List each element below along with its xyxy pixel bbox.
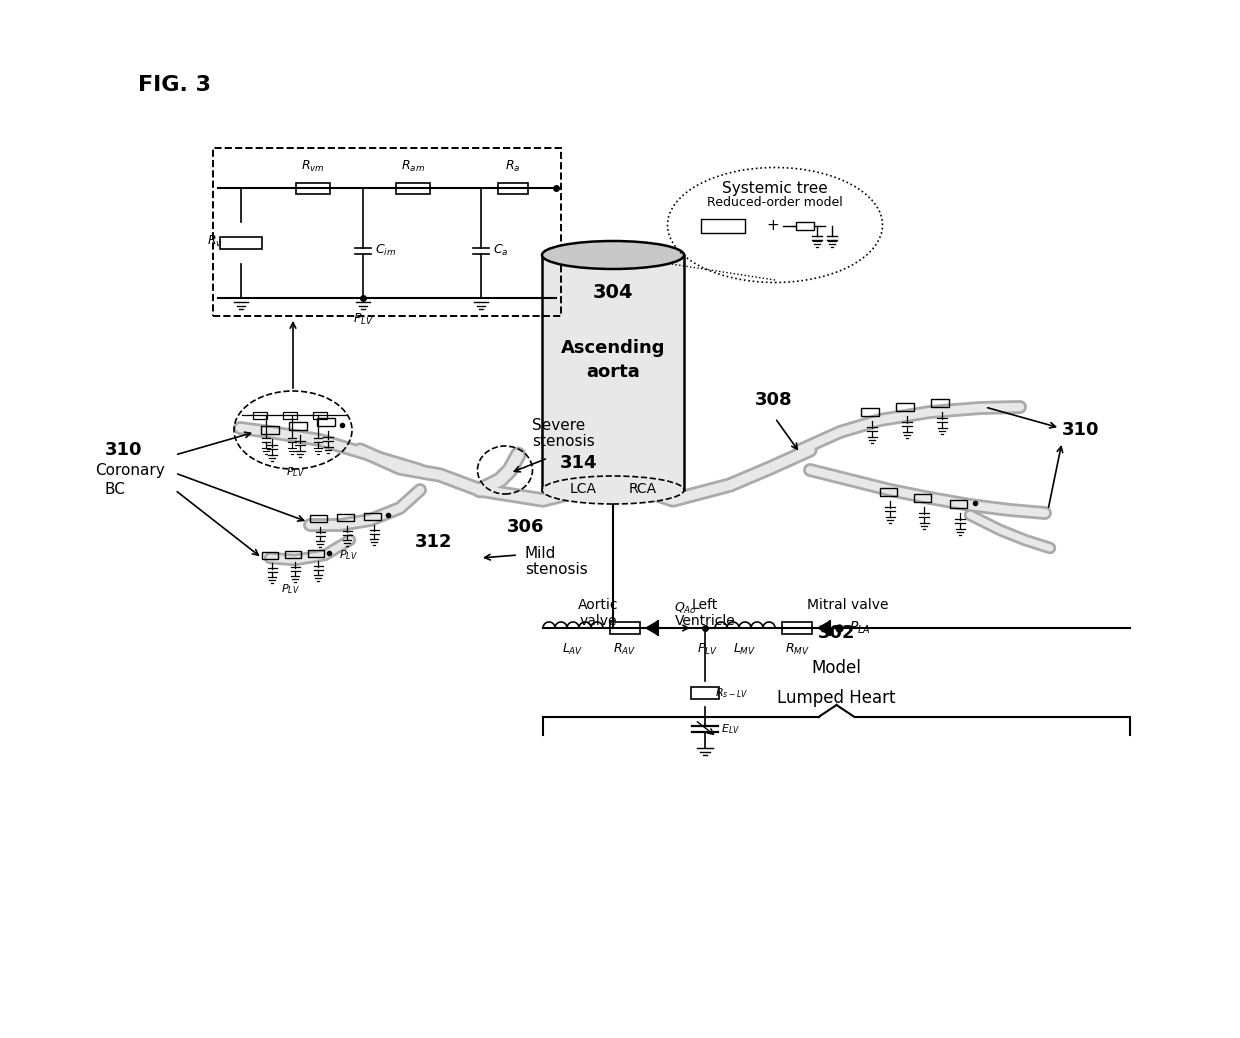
Text: 306: 306 bbox=[507, 518, 544, 536]
Text: Mild: Mild bbox=[525, 546, 557, 561]
Text: Mitral valve: Mitral valve bbox=[807, 598, 889, 612]
Bar bbox=[782, 622, 812, 634]
Ellipse shape bbox=[542, 476, 684, 504]
Bar bbox=[879, 488, 897, 496]
Text: Coronary: Coronary bbox=[95, 463, 165, 477]
Text: 302: 302 bbox=[817, 624, 856, 641]
Bar bbox=[317, 418, 335, 426]
Bar bbox=[691, 687, 719, 699]
Bar bbox=[312, 411, 327, 418]
Bar bbox=[542, 255, 684, 490]
Text: 304: 304 bbox=[593, 283, 634, 302]
Bar bbox=[950, 500, 966, 508]
Text: $L_{AV}$: $L_{AV}$ bbox=[562, 641, 584, 657]
Text: LCA: LCA bbox=[569, 482, 596, 496]
Text: $P_{LV}$: $P_{LV}$ bbox=[285, 465, 304, 479]
Text: 312: 312 bbox=[415, 532, 453, 551]
Bar bbox=[260, 426, 279, 434]
Bar bbox=[796, 222, 813, 230]
Text: $R_{am}$: $R_{am}$ bbox=[401, 159, 425, 174]
Bar bbox=[363, 513, 381, 519]
Text: Aortic
valve: Aortic valve bbox=[578, 598, 619, 628]
Text: $P_{LA}$: $P_{LA}$ bbox=[849, 620, 870, 636]
Bar bbox=[931, 399, 949, 407]
Text: BC: BC bbox=[105, 483, 126, 497]
Bar bbox=[219, 237, 262, 249]
Bar bbox=[498, 183, 528, 193]
Text: Model: Model bbox=[811, 659, 862, 677]
Text: $R_a$: $R_a$ bbox=[505, 159, 521, 174]
Bar bbox=[285, 550, 301, 557]
Text: 314: 314 bbox=[560, 454, 598, 472]
Bar bbox=[308, 549, 324, 556]
Text: $R_{AV}$: $R_{AV}$ bbox=[614, 641, 636, 657]
Text: 310: 310 bbox=[1061, 421, 1100, 439]
Bar bbox=[310, 515, 326, 521]
Bar bbox=[701, 219, 745, 233]
Text: $P_{LV}$: $P_{LV}$ bbox=[697, 641, 718, 657]
Text: $R_{s-LV}$: $R_{s-LV}$ bbox=[715, 686, 749, 700]
Text: $L_{MV}$: $L_{MV}$ bbox=[734, 641, 756, 657]
Text: $P_{LV}$: $P_{LV}$ bbox=[339, 548, 357, 562]
Text: FIG. 3: FIG. 3 bbox=[138, 75, 211, 95]
Text: Systemic tree: Systemic tree bbox=[722, 181, 828, 195]
Bar bbox=[253, 411, 267, 418]
Bar bbox=[296, 183, 330, 193]
Bar bbox=[283, 411, 298, 418]
Text: $P_{LV}$: $P_{LV}$ bbox=[352, 312, 373, 327]
Ellipse shape bbox=[542, 241, 684, 269]
Text: stenosis: stenosis bbox=[532, 435, 595, 449]
Bar bbox=[262, 551, 278, 558]
Text: $R_{MV}$: $R_{MV}$ bbox=[785, 641, 810, 657]
Bar bbox=[213, 148, 560, 316]
Bar bbox=[336, 514, 353, 520]
Text: Lumped Heart: Lumped Heart bbox=[777, 689, 895, 707]
Text: $C_{im}$: $C_{im}$ bbox=[374, 243, 396, 257]
Text: +: + bbox=[766, 219, 780, 234]
Bar bbox=[861, 408, 879, 416]
Text: $R_v$: $R_v$ bbox=[207, 234, 223, 248]
Text: Severe: Severe bbox=[532, 417, 585, 433]
Bar bbox=[897, 403, 914, 411]
Text: Ascending
aorta: Ascending aorta bbox=[560, 339, 665, 381]
Text: $P_{LV}$: $P_{LV}$ bbox=[280, 582, 299, 596]
Text: $E_{LV}$: $E_{LV}$ bbox=[720, 722, 740, 736]
Text: $R_{vm}$: $R_{vm}$ bbox=[301, 159, 325, 174]
Bar bbox=[610, 622, 640, 634]
Bar bbox=[396, 183, 430, 193]
Polygon shape bbox=[818, 621, 830, 635]
Text: 310: 310 bbox=[105, 441, 143, 459]
Bar bbox=[914, 494, 930, 502]
Text: stenosis: stenosis bbox=[525, 563, 588, 577]
Text: $Q_{Ao}$: $Q_{Ao}$ bbox=[673, 601, 697, 616]
Text: 308: 308 bbox=[755, 391, 792, 409]
Text: Left
Ventricle: Left Ventricle bbox=[675, 598, 735, 628]
Text: $C_a$: $C_a$ bbox=[494, 243, 508, 257]
Text: RCA: RCA bbox=[629, 482, 657, 496]
Text: Reduced-order model: Reduced-order model bbox=[707, 196, 843, 210]
Polygon shape bbox=[646, 621, 658, 635]
Bar bbox=[289, 422, 308, 430]
